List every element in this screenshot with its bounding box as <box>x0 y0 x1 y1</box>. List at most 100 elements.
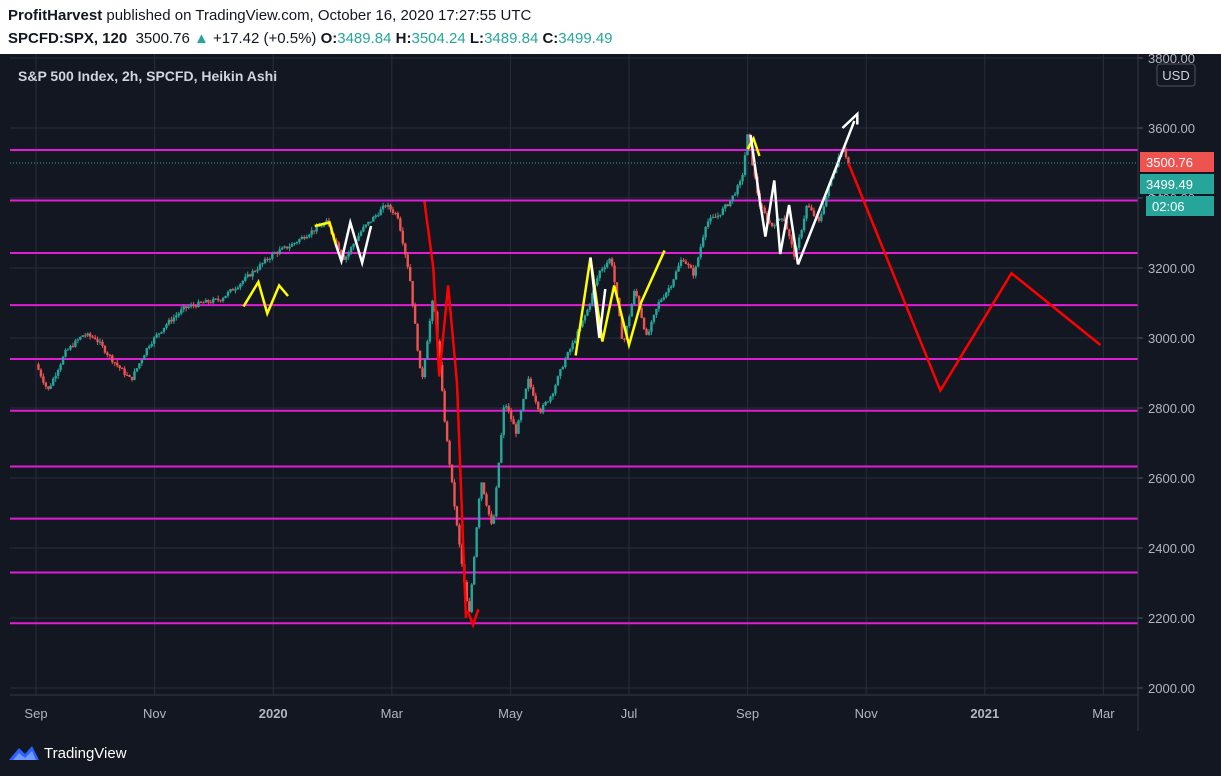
y-tick-label: 2000.00 <box>1148 681 1195 696</box>
candle-body <box>399 218 402 231</box>
candle-body <box>719 214 722 216</box>
candle-body <box>283 246 286 248</box>
red-projection-path <box>847 162 1102 394</box>
candle-body <box>507 406 510 411</box>
candle-body <box>384 205 387 207</box>
candle-body <box>549 396 552 402</box>
price-chart[interactable]: 2000.00 2200.00 2400.00 2600.00 2800.00 3000.… <box>0 0 1221 731</box>
candle-body <box>310 230 313 235</box>
x-tick-label: 2021 <box>970 706 999 721</box>
candle-body <box>241 280 244 284</box>
candle-body <box>677 265 680 272</box>
candle-body <box>694 266 697 276</box>
yellow-arrow-jan <box>314 221 337 244</box>
white-zigzag-sep <box>749 134 800 265</box>
candle-body <box>268 258 272 260</box>
candle-body <box>473 556 476 585</box>
candle-body <box>495 487 498 517</box>
candle-body <box>263 259 267 264</box>
candle-body <box>177 313 180 316</box>
last-price-label-text: 3500.76 <box>1146 155 1193 170</box>
candle-body <box>517 420 520 434</box>
candle-body <box>537 401 540 410</box>
candle-body <box>716 215 720 217</box>
candle-body <box>93 337 97 340</box>
tradingview-logo[interactable]: TradingView <box>8 741 127 765</box>
candle-body <box>216 298 220 301</box>
candle-body <box>450 464 454 483</box>
countdown-label-text: 02:06 <box>1152 199 1185 214</box>
candle-body <box>138 363 141 369</box>
candle-body <box>534 395 537 402</box>
symbol-label[interactable]: SPCFD:SPX, 120 <box>8 30 128 47</box>
candle-body <box>650 321 653 332</box>
candle-body <box>347 252 350 257</box>
y-tick-label: 2800.00 <box>1148 401 1195 416</box>
candle-body <box>59 364 62 371</box>
candle-body <box>797 237 801 248</box>
candle-body <box>524 388 528 399</box>
candle-body <box>204 299 208 303</box>
candle-body <box>847 157 850 163</box>
candle-body <box>475 527 478 557</box>
candle-body <box>47 386 50 389</box>
candle-body <box>340 249 343 255</box>
candle-body <box>401 230 405 244</box>
candle-body <box>820 214 823 221</box>
candle-body <box>49 385 52 389</box>
candle-body <box>426 341 429 360</box>
candle-body <box>465 582 469 602</box>
candle-body <box>783 218 786 222</box>
candle-body <box>187 306 190 308</box>
last-price-label <box>1140 152 1214 172</box>
candle-body <box>352 244 355 248</box>
candle-body <box>738 181 742 186</box>
white-arrowhead-up <box>841 111 859 129</box>
candle-body <box>672 279 675 287</box>
candle-body <box>101 341 104 346</box>
candle-body <box>793 244 796 257</box>
candle-body <box>342 254 345 260</box>
publish-info: ProfitHarvest published on TradingView.c… <box>8 7 531 24</box>
tradingview-logo-icon <box>9 746 39 760</box>
candle-body <box>357 235 360 241</box>
candle-body <box>290 243 294 247</box>
candle-body <box>394 212 397 214</box>
candle-body <box>335 239 338 243</box>
candle-body <box>763 207 766 214</box>
symbol-ohlc-line: SPCFD:SPX, 120 3500.76 ▲ +17.42 (+0.5%) … <box>8 30 613 47</box>
candle-body <box>615 282 619 299</box>
candle-body <box>566 352 569 359</box>
candle-body <box>502 407 505 436</box>
candle-body <box>56 370 60 376</box>
candle-body <box>288 246 291 249</box>
candle-body <box>411 281 414 305</box>
candle-body <box>239 283 242 288</box>
currency-label: USD <box>1162 68 1189 83</box>
candle-body <box>564 358 567 368</box>
drawn-annotations <box>242 111 1102 629</box>
high-label: H: <box>395 30 412 47</box>
candle-body <box>455 506 459 526</box>
candle-body <box>827 185 830 197</box>
candle-body <box>586 309 589 316</box>
x-axis-ticks: Sep Nov 2020 Mar May Jul Sep Nov 2021 Mar <box>24 706 1115 721</box>
candle-body <box>551 393 555 397</box>
candle-body <box>660 299 663 302</box>
candle-body <box>103 345 107 353</box>
candle-body <box>746 134 749 156</box>
author-name[interactable]: ProfitHarvest <box>8 7 103 24</box>
candle-body <box>244 276 247 281</box>
chart-background <box>0 54 1221 731</box>
low-value: 3489.84 <box>484 30 539 47</box>
candle-body <box>697 257 700 267</box>
candle-body <box>569 349 572 353</box>
candle-body <box>106 352 109 355</box>
candle-body <box>505 406 508 408</box>
y-tick-label: 2400.00 <box>1148 541 1195 556</box>
currency-badge[interactable] <box>1156 63 1196 87</box>
candle-body <box>443 390 446 422</box>
candle-body <box>74 340 77 347</box>
candle-body <box>785 221 789 230</box>
x-tick-label: 2020 <box>259 706 288 721</box>
